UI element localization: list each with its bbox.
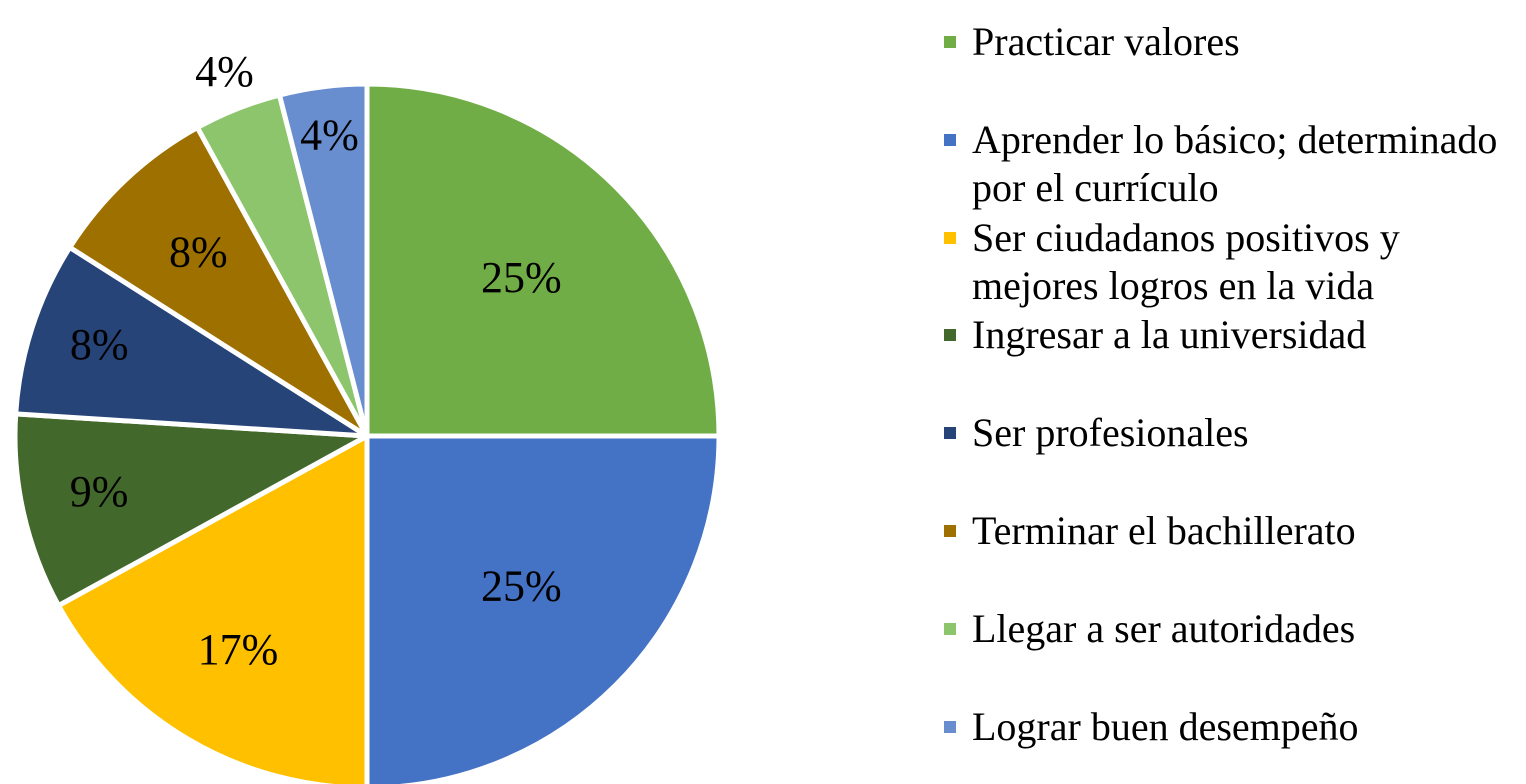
legend-label: Aprender lo básico; determinado por el c…: [972, 116, 1498, 210]
pie-slice: [364, 433, 722, 784]
legend-swatch: [944, 622, 956, 635]
legend-swatch: [944, 329, 956, 342]
data-label: 25%: [481, 253, 562, 302]
legend-swatch: [944, 427, 956, 440]
legend-label: Lograr buen desempeño: [972, 703, 1359, 749]
pie-slice: [276, 81, 370, 439]
chart: 25% 25% 17% 9% 8% 8% 4% 4%: [12, 47, 722, 784]
data-label: 8%: [70, 320, 129, 369]
pie-slice: [364, 81, 722, 439]
data-label: 4%: [300, 110, 359, 159]
legend-label: Practicar valores: [972, 19, 1240, 64]
legend-swatch: [944, 133, 956, 146]
data-label: 25%: [481, 561, 562, 610]
pie-slice: [12, 411, 370, 609]
legend-label: Llegar a ser autoridades: [972, 605, 1356, 651]
pie-slice: [67, 125, 370, 439]
legend-label: Terminar el bachillerato: [972, 508, 1356, 553]
pie-slice: [13, 244, 370, 439]
legend-swatch: [944, 36, 956, 48]
legend-swatch: [944, 231, 956, 244]
data-label: 8%: [169, 227, 228, 276]
data-label: 9%: [70, 467, 129, 516]
data-label: 17%: [198, 625, 279, 674]
data-label: 4%: [195, 47, 254, 96]
pie-slice: [56, 433, 370, 784]
legend-swatch: [944, 525, 956, 537]
legend-label: Ingresar a la universidad: [972, 312, 1367, 358]
legend-label: Ser ciudadanos positivos y mejores logro…: [972, 214, 1400, 308]
legend-label: Ser profesionales: [972, 410, 1249, 456]
legend-swatch: [944, 720, 956, 733]
